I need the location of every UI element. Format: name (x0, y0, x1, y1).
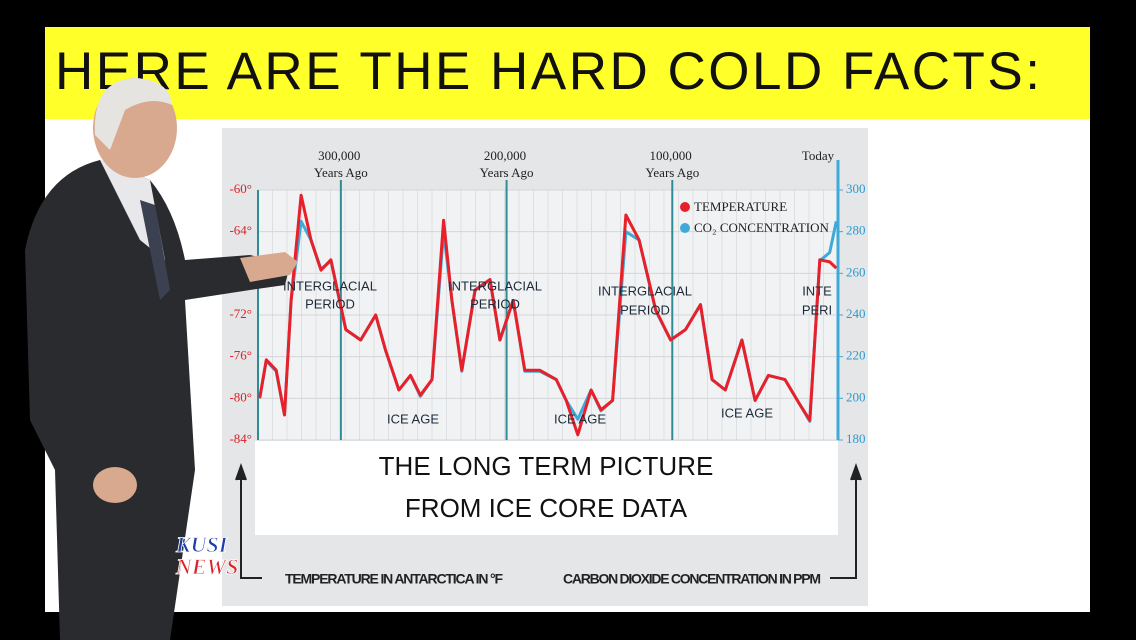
y2-tick-label: 180 (846, 431, 866, 446)
suit (25, 160, 290, 640)
hand (240, 252, 298, 282)
left-arrowhead (235, 463, 247, 481)
title-banner (45, 27, 1090, 119)
legend-marker (680, 202, 690, 212)
annotation: ICE AGE (721, 405, 773, 420)
x-tick-label: 300,000 Years Ago (314, 148, 368, 180)
y2-tick-label: 240 (846, 306, 866, 321)
legend-label: TEMPERATURE (694, 199, 787, 214)
hand-low (93, 467, 137, 503)
y-tick-label: -84° (229, 431, 252, 446)
y-tick-label: -76° (229, 348, 252, 363)
legend-label: CO₂ CONCENTRATION (694, 220, 830, 235)
logo-bottom: NEWS (175, 554, 238, 579)
y2-axis-label: CARBON DIOXIDE CONCENTRATION IN PPM (563, 571, 821, 587)
annotation: INTERGLACIAL (598, 283, 692, 298)
x-tick-label: Today (802, 148, 835, 163)
right-arrowhead (850, 463, 862, 481)
annotation: INTE (802, 283, 832, 298)
hair (94, 78, 172, 150)
x-tick-label: 100,000 Years Ago (645, 148, 699, 180)
right-arrow (830, 470, 857, 579)
x-tick-label: 200,000 Years Ago (480, 148, 534, 180)
y-tick-label: -60° (229, 181, 252, 196)
series-line (258, 193, 838, 437)
y2-tick-label: 220 (846, 348, 866, 363)
y2-tick-label: 260 (846, 264, 866, 279)
y2-tick-label: 300 (846, 181, 866, 196)
annotation: PERIOD (305, 296, 355, 311)
annotation: PERI (802, 302, 832, 317)
y2-tick-label: 200 (846, 389, 866, 404)
annotation: INTERGLACIAL (283, 278, 377, 293)
annotation: ICE AGE (554, 411, 606, 426)
caption: THE LONG TERM PICTURE (379, 451, 714, 481)
title: HERE ARE THE HARD COLD FACTS: (55, 42, 1040, 101)
left-arrow (240, 470, 262, 579)
tie (140, 200, 170, 300)
annotation: PERIOD (470, 296, 520, 311)
caption-box (255, 441, 838, 535)
annotation: INTERGLACIAL (448, 278, 542, 293)
y2-tick-label: 280 (846, 223, 866, 238)
annotation: PERIOD (620, 302, 670, 317)
y-tick-label: -80° (229, 389, 252, 404)
axis-arrows (235, 463, 862, 579)
y-tick-label: -72° (229, 306, 252, 321)
y-axis-label: TEMPERATURE IN ANTARCTICA IN °F (285, 571, 503, 587)
logo-top: KUSI (175, 532, 229, 557)
logo: KUSI NEWS (175, 532, 239, 580)
presenter (25, 78, 298, 640)
chart: -60°-64°-68°-72°-76°-80°-84°300280260240… (229, 148, 865, 446)
y-tick-label: -64° (229, 223, 252, 238)
legend-marker (680, 223, 690, 233)
caption: FROM ICE CORE DATA (405, 493, 688, 523)
annotation: ICE AGE (387, 411, 439, 426)
